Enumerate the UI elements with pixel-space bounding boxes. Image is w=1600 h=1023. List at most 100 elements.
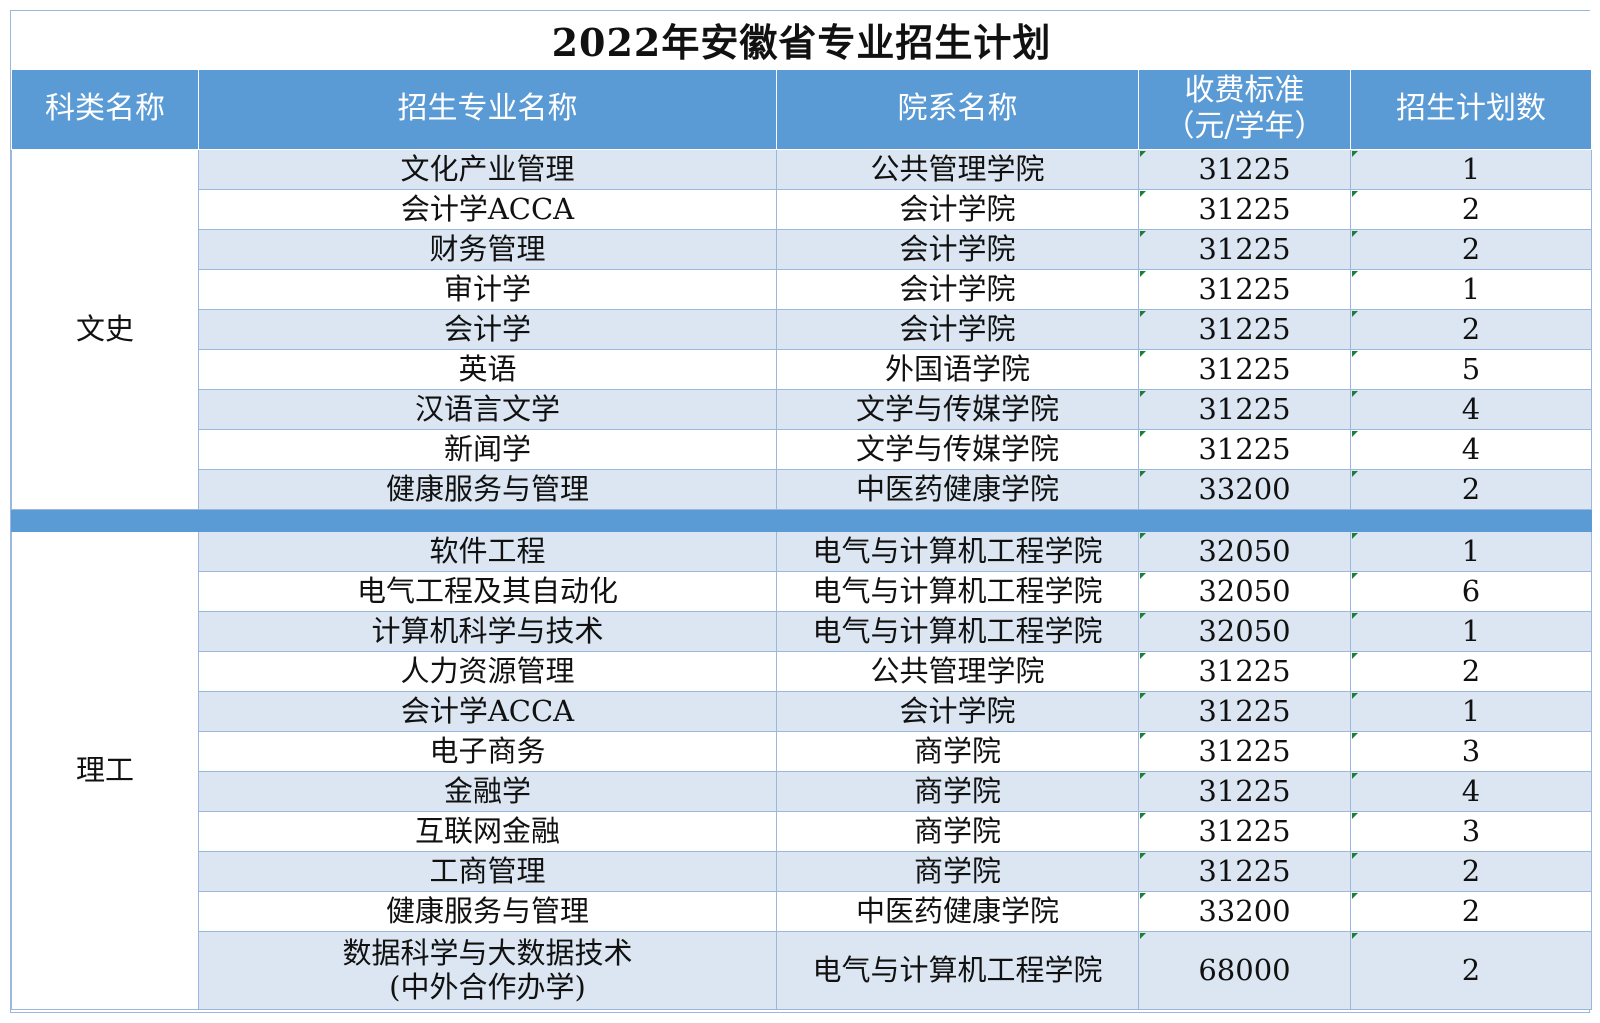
plan-cell: 6 bbox=[1350, 570, 1592, 612]
header-plan: 招生计划数 bbox=[1350, 68, 1592, 150]
table-row: 计算机科学与技术 电气与计算机工程学院 32050 1 bbox=[12, 610, 1592, 652]
department-cell: 商学院 bbox=[776, 810, 1139, 852]
fee-cell: 31225 bbox=[1138, 388, 1351, 430]
plan-cell: 4 bbox=[1350, 428, 1592, 470]
table-row: 会计学 会计学院 31225 2 bbox=[12, 308, 1592, 350]
category-cell: 文史 bbox=[11, 148, 199, 510]
department-cell: 商学院 bbox=[776, 850, 1139, 892]
table-row: 电气工程及其自动化 电气与计算机工程学院 32050 6 bbox=[12, 570, 1592, 612]
department-cell: 公共管理学院 bbox=[776, 650, 1139, 692]
major-cell: 英语 bbox=[198, 348, 777, 390]
fee-cell: 31225 bbox=[1138, 770, 1351, 812]
table-row: 会计学ACCA 会计学院 31225 2 bbox=[12, 188, 1592, 230]
fee-cell: 31225 bbox=[1138, 148, 1351, 190]
plan-cell: 3 bbox=[1350, 810, 1592, 852]
fee-cell: 31225 bbox=[1138, 228, 1351, 270]
major-line2: (中外合作办学) bbox=[389, 970, 586, 1004]
enrollment-plan-table: 2022年安徽省专业招生计划 科类名称 招生专业名称 院系名称 收费标准 （元/… bbox=[11, 11, 1592, 1010]
header-fee: 收费标准 （元/学年） bbox=[1138, 68, 1351, 150]
table-body: 文史 文化产业管理 公共管理学院 31225 1 会计学ACCA 会计学院 31225 2 财务管… bbox=[11, 148, 1592, 1010]
major-cell: 会计学ACCA bbox=[198, 188, 777, 230]
plan-cell: 1 bbox=[1350, 610, 1592, 652]
fee-cell: 31225 bbox=[1138, 690, 1351, 732]
department-cell: 会计学院 bbox=[776, 188, 1139, 230]
fee-cell: 31225 bbox=[1138, 188, 1351, 230]
fee-cell: 31225 bbox=[1138, 650, 1351, 692]
department-cell: 商学院 bbox=[776, 770, 1139, 812]
header-major: 招生专业名称 bbox=[198, 68, 777, 150]
table-row: 电子商务 商学院 31225 3 bbox=[12, 730, 1592, 772]
major-cell: 健康服务与管理 bbox=[198, 468, 777, 510]
fee-cell: 31225 bbox=[1138, 268, 1351, 310]
department-cell: 电气与计算机工程学院 bbox=[776, 570, 1139, 612]
plan-cell: 2 bbox=[1350, 228, 1592, 270]
major-cell: 电气工程及其自动化 bbox=[198, 570, 777, 612]
separator-cell bbox=[198, 508, 777, 532]
plan-cell: 3 bbox=[1350, 730, 1592, 772]
major-cell: 电子商务 bbox=[198, 730, 777, 772]
fee-cell: 33200 bbox=[1138, 468, 1351, 510]
major-cell: 软件工程 bbox=[198, 530, 777, 572]
major-cell: 会计学 bbox=[198, 308, 777, 350]
fee-cell: 68000 bbox=[1138, 930, 1351, 1010]
header-row: 科类名称 招生专业名称 院系名称 收费标准 （元/学年） 招生计划数 bbox=[11, 68, 1592, 150]
table-row: 健康服务与管理 中医药健康学院 33200 2 bbox=[12, 890, 1592, 932]
enrollment-plan-sheet: 2022年安徽省专业招生计划 科类名称 招生专业名称 院系名称 收费标准 （元/… bbox=[10, 10, 1592, 1013]
table-row: 汉语言文学 文学与传媒学院 31225 4 bbox=[12, 388, 1592, 430]
plan-cell: 2 bbox=[1350, 850, 1592, 892]
department-cell: 中医药健康学院 bbox=[776, 890, 1139, 932]
fee-cell: 33200 bbox=[1138, 890, 1351, 932]
department-cell: 商学院 bbox=[776, 730, 1139, 772]
fee-cell: 31225 bbox=[1138, 810, 1351, 852]
major-cell: 审计学 bbox=[198, 268, 777, 310]
table-row: 新闻学 文学与传媒学院 31225 4 bbox=[12, 428, 1592, 470]
department-cell: 会计学院 bbox=[776, 228, 1139, 270]
major-line1: 数据科学与大数据技术 bbox=[342, 936, 633, 970]
separator-cell bbox=[11, 508, 199, 532]
major-cell: 财务管理 bbox=[198, 228, 777, 270]
major-cell: 工商管理 bbox=[198, 850, 777, 892]
department-cell: 文学与传媒学院 bbox=[776, 428, 1139, 470]
separator-cell bbox=[776, 508, 1139, 532]
plan-cell: 2 bbox=[1350, 468, 1592, 510]
fee-cell: 31225 bbox=[1138, 428, 1351, 470]
table-row: 数据科学与大数据技术 (中外合作办学) 电气与计算机工程学院 68000 2 bbox=[12, 930, 1592, 1010]
major-cell: 健康服务与管理 bbox=[198, 890, 777, 932]
table-row: 审计学 会计学院 31225 1 bbox=[12, 268, 1592, 310]
major-cell: 文化产业管理 bbox=[198, 148, 777, 190]
major-cell: 汉语言文学 bbox=[198, 388, 777, 430]
table-row: 人力资源管理 公共管理学院 31225 2 bbox=[12, 650, 1592, 692]
major-cell: 会计学ACCA bbox=[198, 690, 777, 732]
plan-cell: 2 bbox=[1350, 188, 1592, 230]
fee-cell: 31225 bbox=[1138, 348, 1351, 390]
table-row: 文史 文化产业管理 公共管理学院 31225 1 bbox=[11, 148, 1592, 510]
group-separator-row bbox=[11, 508, 1592, 532]
department-cell: 会计学院 bbox=[776, 690, 1139, 732]
fee-cell: 32050 bbox=[1138, 530, 1351, 572]
fee-cell: 31225 bbox=[1138, 308, 1351, 350]
header-fee-line1: 收费标准 bbox=[1184, 73, 1305, 108]
table-row: 财务管理 会计学院 31225 2 bbox=[12, 228, 1592, 270]
separator-cell bbox=[1350, 508, 1592, 532]
major-cell: 新闻学 bbox=[198, 428, 777, 470]
department-cell: 公共管理学院 bbox=[776, 148, 1139, 190]
table-row: 工商管理 商学院 31225 2 bbox=[12, 850, 1592, 892]
table-row: 会计学ACCA 会计学院 31225 1 bbox=[12, 690, 1592, 732]
department-cell: 电气与计算机工程学院 bbox=[776, 610, 1139, 652]
fee-cell: 31225 bbox=[1138, 730, 1351, 772]
department-cell: 电气与计算机工程学院 bbox=[776, 930, 1139, 1010]
table-row: 互联网金融 商学院 31225 3 bbox=[12, 810, 1592, 852]
table-row: 金融学 商学院 31225 4 bbox=[12, 770, 1592, 812]
major-cell: 金融学 bbox=[198, 770, 777, 812]
department-cell: 电气与计算机工程学院 bbox=[776, 530, 1139, 572]
table-row: 健康服务与管理 中医药健康学院 33200 2 bbox=[12, 468, 1592, 510]
department-cell: 外国语学院 bbox=[776, 348, 1139, 390]
plan-cell: 5 bbox=[1350, 348, 1592, 390]
plan-cell: 1 bbox=[1350, 530, 1592, 572]
fee-cell: 32050 bbox=[1138, 570, 1351, 612]
table-title: 2022年安徽省专业招生计划 bbox=[11, 11, 1592, 69]
department-cell: 会计学院 bbox=[776, 308, 1139, 350]
major-cell: 数据科学与大数据技术 (中外合作办学) bbox=[198, 930, 777, 1010]
header-category: 科类名称 bbox=[11, 68, 199, 150]
separator-cell bbox=[1138, 508, 1351, 532]
